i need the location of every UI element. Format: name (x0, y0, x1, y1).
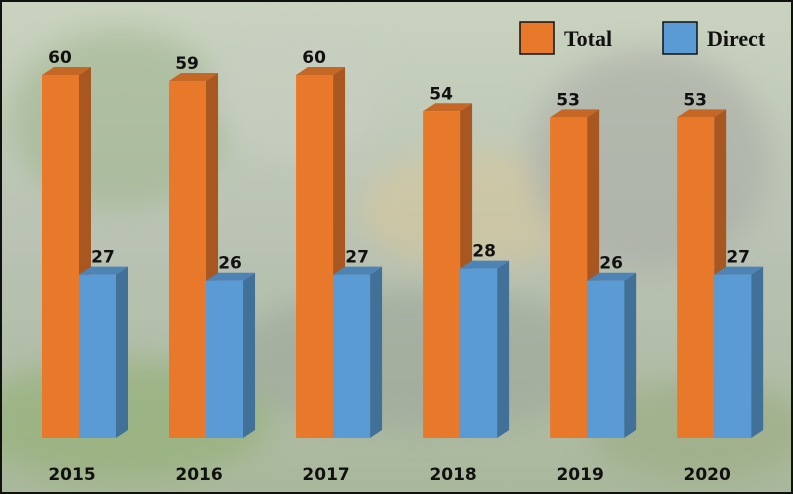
value-label: 26 (218, 254, 242, 274)
x-tick-label: 2020 (684, 465, 731, 485)
value-label: 60 (302, 48, 326, 68)
x-tick-label: 2019 (556, 465, 603, 485)
bar-top (79, 266, 128, 275)
bar-top (550, 109, 600, 118)
bar-top (42, 67, 91, 75)
bar-top (587, 272, 637, 281)
bar (587, 280, 625, 438)
legend-swatch (519, 21, 555, 55)
x-tick-label: 2015 (48, 465, 95, 485)
value-label: 28 (472, 242, 496, 262)
bar (79, 274, 116, 438)
bar-side (370, 266, 383, 438)
bar (333, 274, 371, 438)
value-label: 60 (48, 48, 72, 68)
bar-side (751, 266, 764, 438)
bar (42, 75, 79, 438)
value-label: 54 (429, 84, 453, 104)
value-label: 53 (683, 90, 707, 110)
bar-top (169, 73, 219, 82)
bar-top (423, 103, 473, 112)
bar (550, 117, 588, 438)
bar-side (116, 266, 128, 438)
value-label: 27 (91, 248, 115, 268)
legend-swatch (662, 21, 698, 55)
bar-top (677, 109, 727, 118)
legend: Total Direct (519, 21, 766, 55)
value-label: 26 (599, 254, 623, 274)
bar (460, 268, 498, 438)
legend-label: Direct (707, 26, 766, 51)
bar-side (624, 272, 637, 438)
bar-top (460, 260, 510, 269)
legend-label: Total (564, 26, 612, 51)
value-label: 53 (556, 90, 580, 110)
bar (677, 117, 715, 438)
x-tick-label: 2016 (175, 465, 222, 485)
bar-side (243, 272, 256, 438)
bar-side (497, 260, 510, 438)
bar (423, 111, 461, 439)
x-tick-label: 2017 (302, 465, 349, 485)
bar-top (333, 266, 383, 275)
bar-top (714, 266, 764, 275)
x-tick-label: 2018 (429, 465, 476, 485)
bar (206, 280, 244, 438)
plot-area: 60 27 2015 59 26 2016 60 27 2017 54 28 2018 53 26 2019… (42, 48, 764, 485)
value-label: 27 (726, 248, 750, 268)
bar-top (296, 67, 346, 75)
value-label: 27 (345, 248, 369, 268)
bar-top (206, 272, 256, 281)
value-label: 59 (175, 54, 199, 74)
bar (169, 81, 207, 439)
bar (296, 75, 334, 438)
bar (714, 274, 752, 438)
